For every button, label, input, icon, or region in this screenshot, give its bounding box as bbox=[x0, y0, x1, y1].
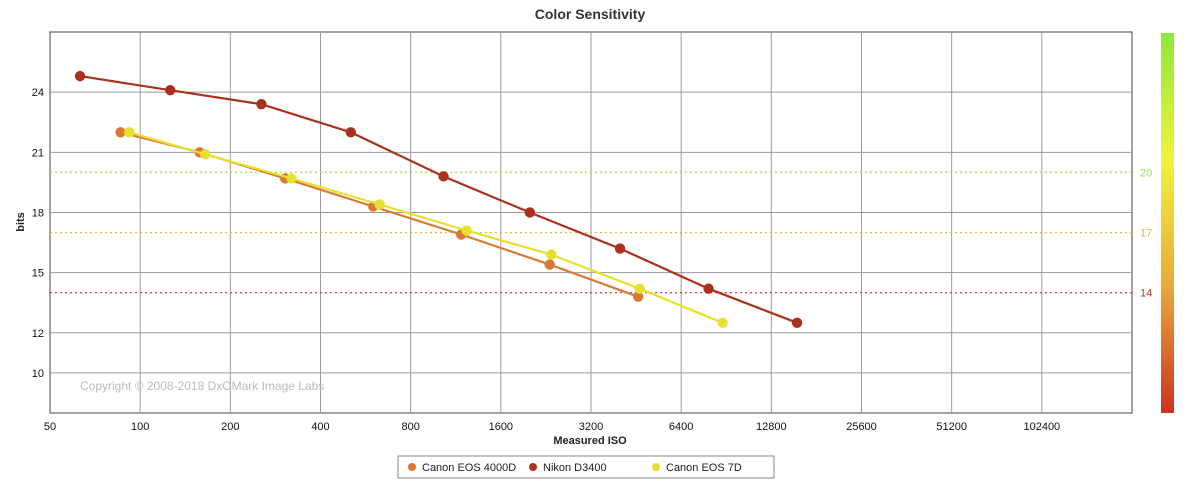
data-point[interactable] bbox=[200, 149, 211, 160]
y-axis-ticks: 10 12 15 18 21 24 bbox=[32, 87, 44, 380]
legend-label: Canon EOS 7D bbox=[666, 462, 742, 474]
data-point[interactable] bbox=[614, 243, 626, 254]
reference-line-label: 14 bbox=[1140, 288, 1152, 300]
series-line bbox=[128, 131, 724, 324]
chart-title: Color Sensitivity bbox=[535, 6, 646, 22]
x-tick-label: 100 bbox=[131, 421, 149, 433]
legend-label: Nikon D3400 bbox=[543, 462, 607, 474]
x-axis-label: Measured ISO bbox=[553, 435, 627, 447]
y-axis-label: bits bbox=[15, 212, 27, 232]
data-point[interactable] bbox=[633, 291, 644, 302]
legend-marker bbox=[652, 463, 660, 471]
legend-item[interactable]: Nikon D3400 bbox=[529, 462, 607, 474]
data-point[interactable] bbox=[703, 283, 714, 294]
legend-marker bbox=[529, 463, 537, 471]
series-layer bbox=[74, 70, 803, 328]
y-tick-label: 10 bbox=[32, 368, 44, 380]
data-point[interactable] bbox=[791, 317, 803, 328]
legend-marker bbox=[408, 463, 416, 471]
data-point[interactable] bbox=[544, 259, 555, 270]
y-tick-label: 21 bbox=[32, 147, 44, 159]
data-point[interactable] bbox=[345, 127, 357, 138]
data-point[interactable] bbox=[286, 173, 297, 184]
grid-lines bbox=[50, 32, 1132, 413]
copyright-text: Copyright © 2008-2018 DxOMark Image Labs bbox=[80, 379, 324, 393]
y-tick-label: 24 bbox=[32, 87, 44, 99]
legend[interactable]: Canon EOS 4000D Nikon D3400 Canon EOS 7D bbox=[397, 455, 775, 479]
x-tick-label: 51200 bbox=[936, 421, 967, 433]
x-tick-label: 3200 bbox=[579, 421, 603, 433]
data-point[interactable] bbox=[74, 70, 86, 82]
legend-item[interactable]: Canon EOS 7D bbox=[652, 462, 742, 474]
reference-line-label: 17 bbox=[1140, 228, 1152, 240]
reference-lines: 20 17 14 bbox=[50, 167, 1152, 300]
y-tick-label: 18 bbox=[32, 207, 44, 219]
x-tick-label: 200 bbox=[221, 421, 239, 433]
x-tick-label: 25600 bbox=[846, 421, 877, 433]
data-point[interactable] bbox=[461, 225, 472, 236]
y-tick-label: 12 bbox=[32, 328, 44, 340]
x-tick-label: 102400 bbox=[1023, 421, 1060, 433]
x-tick-label: 800 bbox=[401, 421, 419, 433]
x-tick-label: 50 bbox=[44, 421, 56, 433]
data-point[interactable] bbox=[717, 317, 728, 328]
data-point[interactable] bbox=[124, 127, 135, 138]
color-scale-bar bbox=[1161, 33, 1174, 413]
data-point[interactable] bbox=[165, 84, 176, 96]
data-point[interactable] bbox=[256, 98, 267, 110]
legend-item[interactable]: Canon EOS 4000D bbox=[408, 462, 516, 474]
data-point[interactable] bbox=[438, 171, 449, 182]
data-point[interactable] bbox=[115, 127, 126, 138]
data-point[interactable] bbox=[634, 283, 645, 294]
x-tick-label: 12800 bbox=[756, 421, 787, 433]
legend-label: Canon EOS 4000D bbox=[422, 462, 516, 474]
x-tick-label: 6400 bbox=[669, 421, 693, 433]
y-tick-label: 15 bbox=[32, 268, 44, 280]
data-point[interactable] bbox=[374, 199, 385, 210]
legend-box bbox=[397, 455, 775, 479]
x-axis-ticks: 50 100 200 400 800 1600 3200 6400 12800 25600 5120… bbox=[44, 421, 1060, 433]
data-point[interactable] bbox=[546, 249, 557, 260]
x-tick-label: 400 bbox=[311, 421, 329, 433]
reference-line-label: 20 bbox=[1140, 167, 1152, 179]
data-point[interactable] bbox=[524, 207, 536, 218]
x-tick-label: 1600 bbox=[489, 421, 513, 433]
